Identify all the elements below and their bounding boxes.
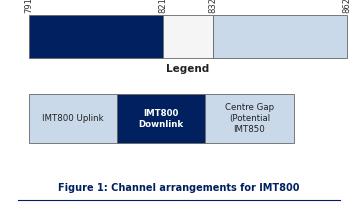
Text: IMT800 Uplink: IMT800 Uplink bbox=[42, 114, 103, 123]
Text: Legend: Legend bbox=[166, 64, 209, 74]
Text: Figure 1: Channel arrangements for IMT800: Figure 1: Channel arrangements for IMT80… bbox=[58, 183, 300, 193]
Bar bbox=[29, 94, 117, 143]
Text: 862: 862 bbox=[343, 0, 352, 13]
Text: 821: 821 bbox=[159, 0, 168, 13]
Text: Centre Gap
(Potential
IMT850: Centre Gap (Potential IMT850 bbox=[225, 103, 274, 134]
Bar bbox=[29, 15, 163, 58]
Bar bbox=[117, 94, 205, 143]
Bar bbox=[205, 94, 294, 143]
Bar bbox=[213, 15, 347, 58]
Text: IMT800
Downlink: IMT800 Downlink bbox=[139, 109, 184, 129]
Text: 791: 791 bbox=[24, 0, 33, 13]
Bar bbox=[163, 15, 213, 58]
Text: 832: 832 bbox=[208, 0, 217, 13]
